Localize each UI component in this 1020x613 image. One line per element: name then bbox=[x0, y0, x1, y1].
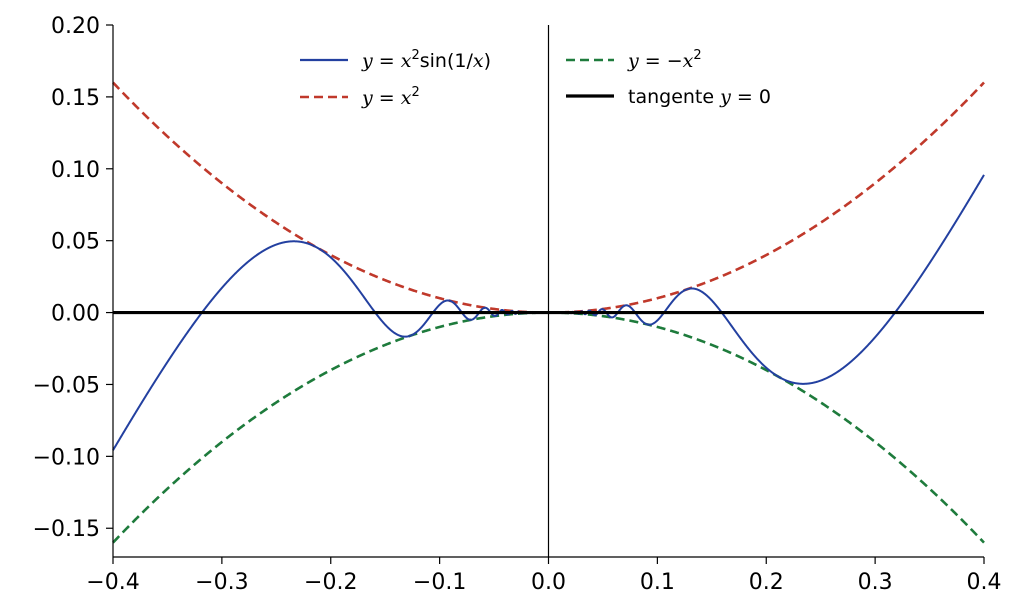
x-tick-label: −0.1 bbox=[413, 570, 466, 595]
y-tick-label: 0.15 bbox=[51, 86, 100, 111]
y-ticks: 0.20 0.15 0.10 0.05 0.00 −0.05 −0.10 −0.15 bbox=[33, 14, 113, 542]
x-tick-label: 0.2 bbox=[749, 570, 784, 595]
legend-label-tangent: tangente y = 0 bbox=[628, 86, 771, 108]
x-tick-label: 0.3 bbox=[858, 570, 893, 595]
legend: y = x2sin(1/x) y = x2 y = −x2 tangente y… bbox=[300, 48, 771, 109]
x-tick-label: −0.2 bbox=[304, 570, 357, 595]
y-tick-label: 0.20 bbox=[51, 14, 100, 39]
y-tick-label: −0.05 bbox=[33, 373, 100, 398]
legend-label-upper: y = x2 bbox=[361, 85, 420, 109]
y-tick-label: 0.10 bbox=[51, 158, 100, 183]
legend-label-lower: y = −x2 bbox=[627, 48, 702, 72]
x-tick-label: 0.4 bbox=[967, 570, 1002, 595]
x-tick-label: −0.4 bbox=[86, 570, 139, 595]
y-tick-label: 0.00 bbox=[51, 302, 100, 327]
legend-label-f: y = x2sin(1/x) bbox=[361, 48, 491, 72]
y-tick-label: −0.15 bbox=[33, 517, 100, 542]
x-tick-label: 0.0 bbox=[531, 570, 566, 595]
y-tick-label: −0.10 bbox=[33, 445, 100, 470]
y-tick-label: 0.05 bbox=[51, 230, 100, 255]
x-tick-label: −0.3 bbox=[195, 570, 248, 595]
x-tick-label: 0.1 bbox=[640, 570, 675, 595]
x-ticks: −0.4 −0.3 −0.2 −0.1 0.0 0.1 0.2 0.3 0.4 bbox=[86, 557, 1002, 595]
